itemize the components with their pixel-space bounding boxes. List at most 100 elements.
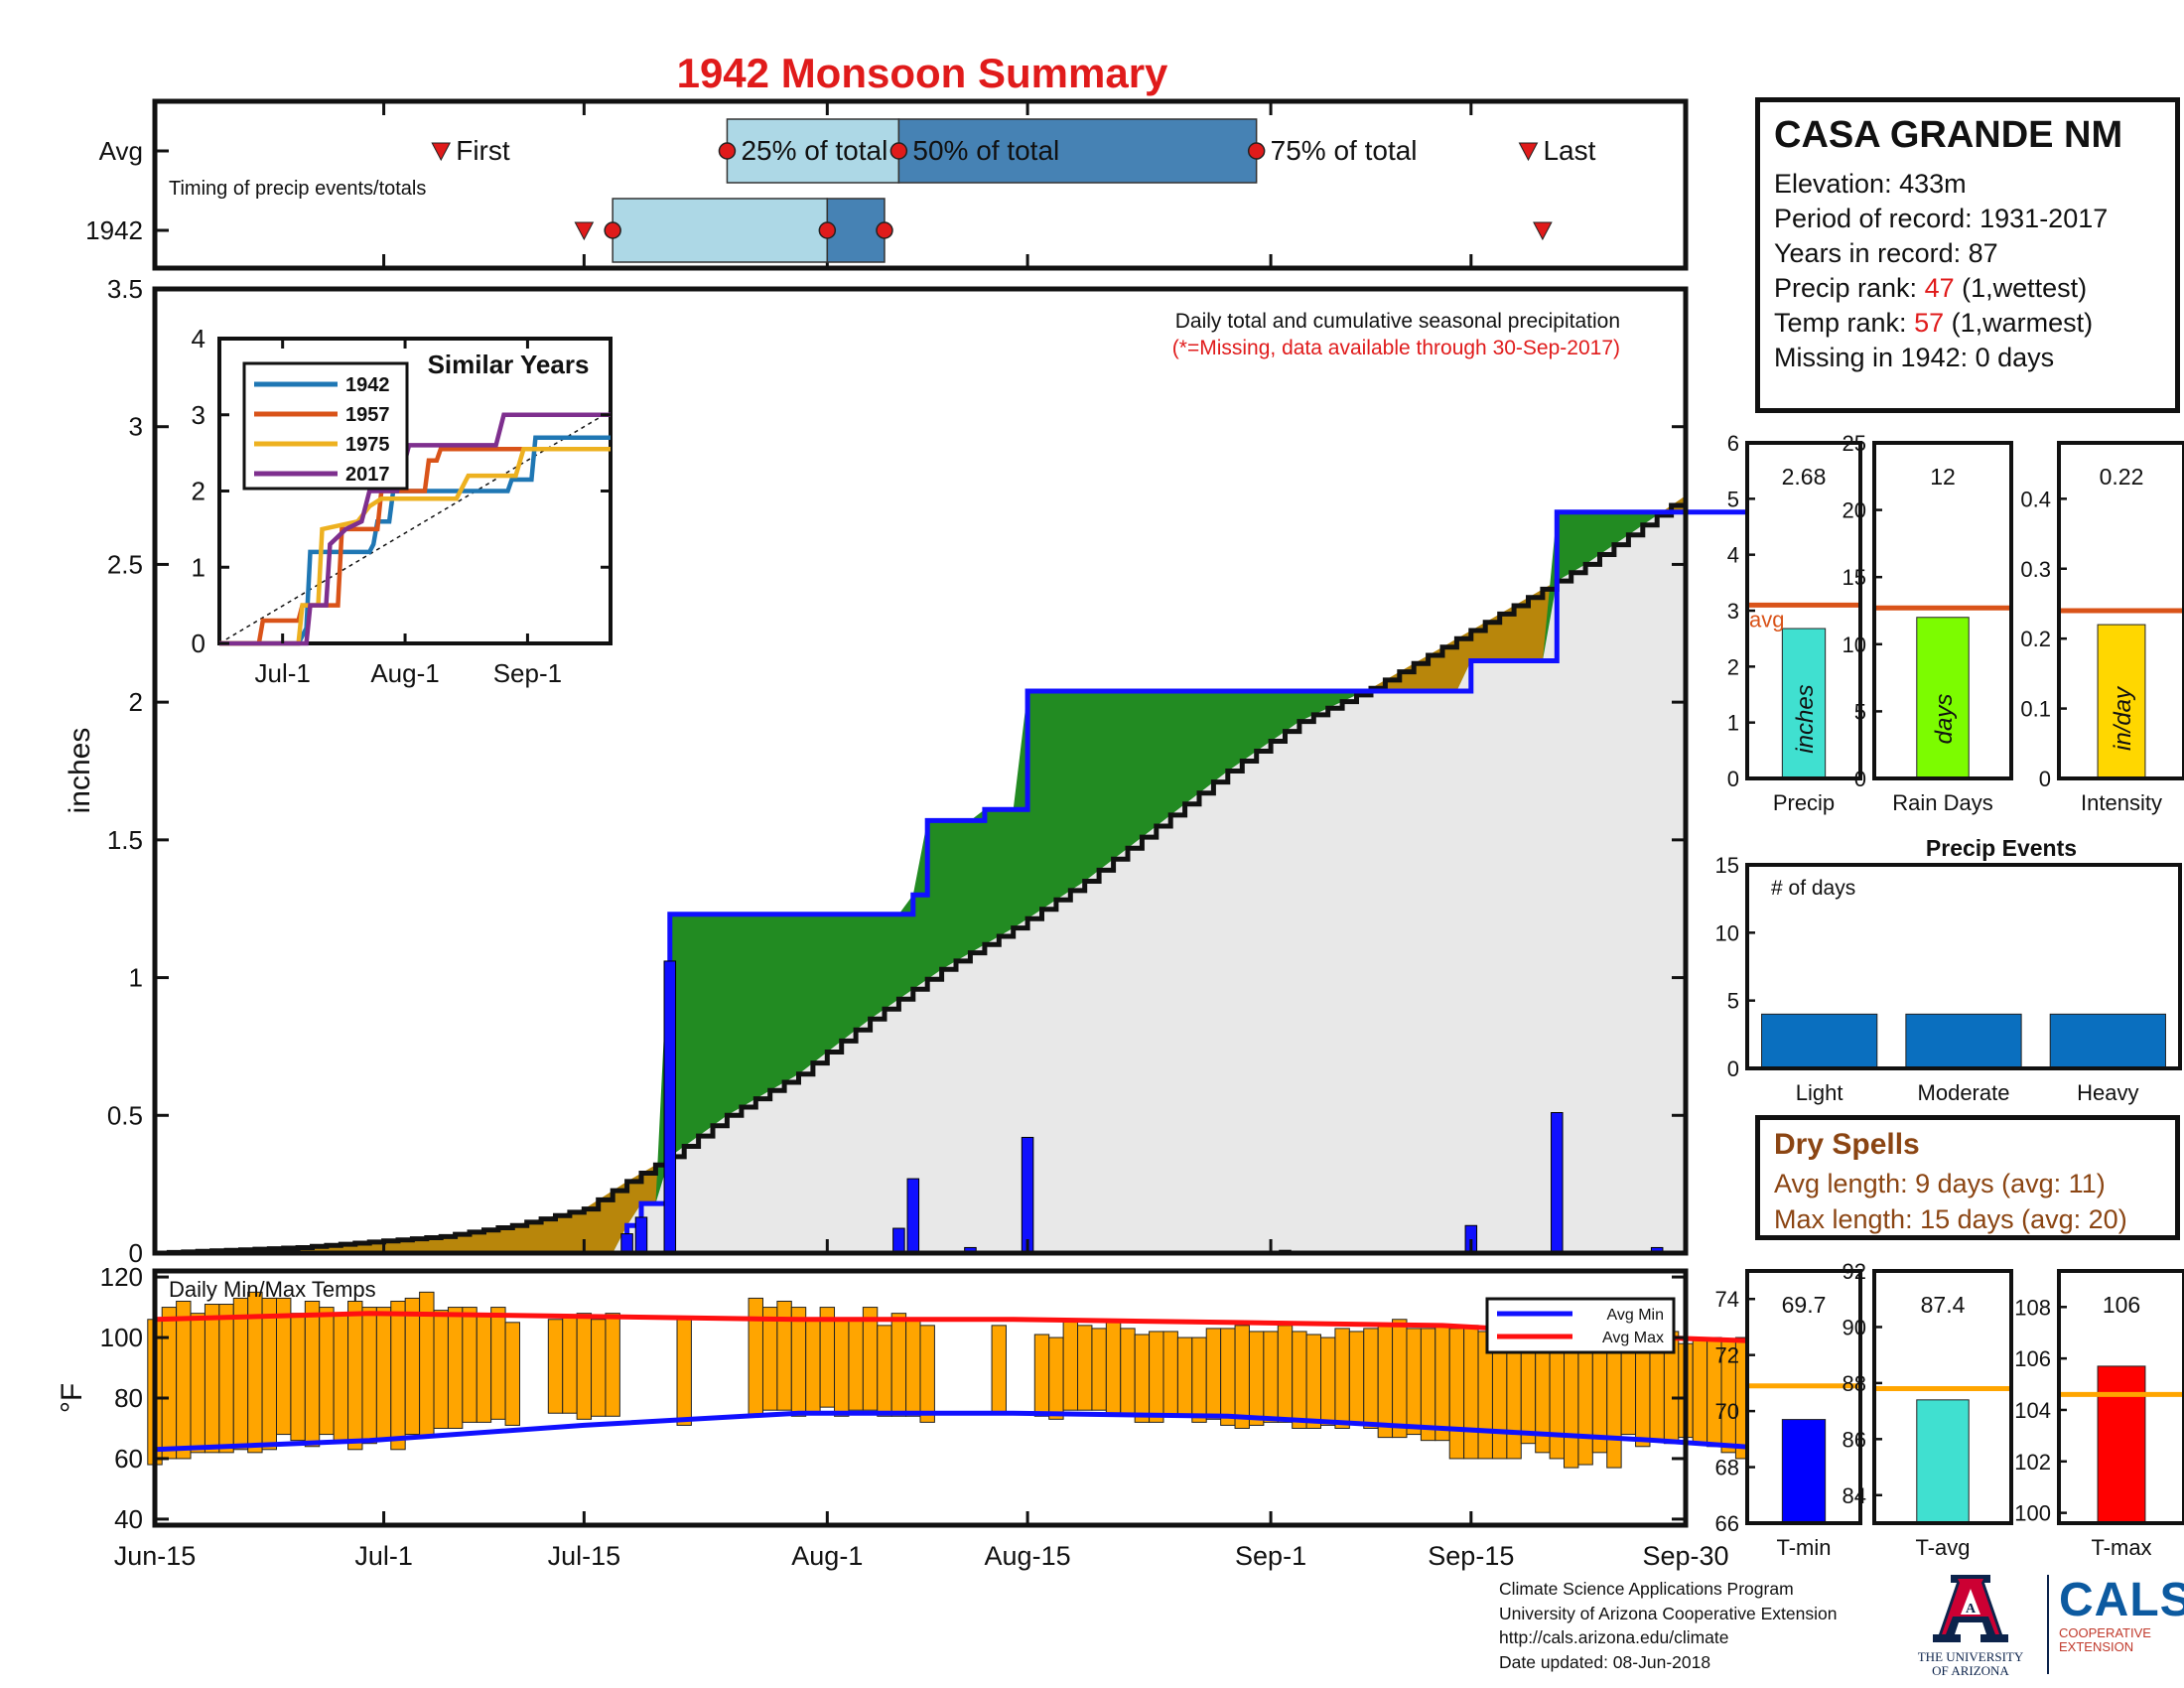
- temp-rank-label: Temp rank:: [1774, 308, 1907, 338]
- intensity-y-tick-label: 0.3: [2020, 557, 2051, 582]
- events-note: # of days: [1771, 877, 1855, 900]
- tavg-y-tick-label: 84: [1843, 1483, 1866, 1508]
- temp-rank-row: Temp rank: 57 (1,warmest): [1774, 306, 2161, 341]
- intensity-value-label: 0.22: [2100, 464, 2144, 490]
- timing-last-marker: [1518, 142, 1539, 162]
- temps-y-axis-label: °F: [56, 1383, 88, 1413]
- temp-range-bar: [1162, 1331, 1178, 1417]
- tmin-y-tick-label: 72: [1715, 1343, 1739, 1368]
- elevation-value: 433m: [1899, 169, 1967, 199]
- precip-value-label: 2.68: [1782, 464, 1827, 490]
- intensity-y-tick-label: 0: [2039, 767, 2051, 791]
- temp-range-bar: [1363, 1328, 1379, 1429]
- tmin-value-label: 69.7: [1782, 1292, 1827, 1318]
- similar-years-y-tick-label: 4: [192, 324, 205, 353]
- temp-range-bar: [1048, 1336, 1064, 1420]
- tmax-value-bar: [2097, 1365, 2146, 1524]
- temp-range-bar: [676, 1319, 692, 1426]
- temp-range-bar: [1234, 1325, 1250, 1429]
- temp-range-bar: [1205, 1328, 1222, 1420]
- temp-range-bar: [218, 1304, 234, 1454]
- intensity-y-tick-label: 0.2: [2020, 627, 2051, 651]
- year-cumulative-line: [155, 509, 1830, 1256]
- avg-cumulative-line: [155, 495, 1689, 1256]
- similar-years-y-tick-label: 0: [192, 629, 205, 658]
- temp-range-bar: [1348, 1331, 1365, 1423]
- temp-range-bar: [1305, 1334, 1322, 1429]
- temp-range-bar: [476, 1313, 492, 1423]
- footer-line-program: Climate Science Applications Program: [1499, 1579, 1794, 1599]
- intensity-value-bar: [2097, 624, 2146, 779]
- tmin-frame: [1745, 1269, 1862, 1525]
- timing-first-marker: [574, 221, 595, 241]
- temps-x-tick-label: Aug-15: [985, 1541, 1071, 1571]
- temp-range-bar: [1392, 1319, 1408, 1439]
- intensity-unit-label: in/day: [2110, 685, 2136, 751]
- temp-range-bar: [1334, 1328, 1350, 1429]
- missing-value: 0 days: [1975, 343, 2055, 372]
- footer-line-updated: Date updated: 08-Jun-2018: [1499, 1651, 1711, 1672]
- similar-years-inset: 0 1 2 3 4 Jul-1 Aug-1 Sep-1 Similar Years 1942 195…: [192, 324, 613, 688]
- cumulative-y-tick-label: 2: [129, 687, 143, 717]
- elevation-label: Elevation:: [1774, 169, 1892, 199]
- intensity-frame: [2057, 441, 2184, 780]
- daily-precip-bar: [892, 1227, 905, 1254]
- temp-range-bar: [1406, 1328, 1422, 1436]
- events-frame: [1745, 863, 2182, 1070]
- temps-legend-label: Avg Min: [1606, 1307, 1664, 1324]
- temp-range-bar: [347, 1300, 363, 1451]
- years-row: Years in record: 87: [1774, 236, 2161, 271]
- tmax-y-tick-label: 108: [2014, 1295, 2051, 1320]
- temp-range-bar: [433, 1310, 449, 1429]
- temp-range-bar: [1120, 1328, 1136, 1417]
- timing-q75-marker: [1247, 142, 1266, 160]
- tmax-value-label: 106: [2103, 1292, 2140, 1318]
- tmax-frame: [2057, 1269, 2184, 1525]
- cumulative-y-tick-label: 1.5: [107, 825, 143, 855]
- tavg-y-tick-label: 90: [1843, 1315, 1866, 1339]
- timing-row-label-1942: 1942: [85, 215, 143, 245]
- station-name: CASA GRANDE NM: [1774, 114, 2123, 156]
- daily-precip-bar: [663, 960, 677, 1254]
- tavg-y-tick-label: 86: [1843, 1427, 1866, 1452]
- temps-y-tick-label: 80: [114, 1383, 143, 1413]
- cumulative-frame: [152, 286, 1689, 1256]
- temp-range-bar: [890, 1313, 907, 1417]
- cumulative-y-tick-label: 2.5: [107, 549, 143, 579]
- cumulative-chart-subtitle: (*=Missing, data available through 30-Se…: [1172, 337, 1620, 359]
- events-bar-heavy: [2049, 1013, 2166, 1069]
- temps-x-tick-label: Sep-30: [1642, 1541, 1728, 1571]
- temp-range-bar: [333, 1313, 349, 1442]
- daily-precip-bar: [634, 1216, 648, 1254]
- timing-label-last: Last: [1543, 135, 1595, 166]
- temp-range-bar: [790, 1307, 807, 1417]
- precip-y-tick-label: 1: [1727, 711, 1739, 736]
- temps-x-tick-label: Jul-1: [354, 1541, 413, 1571]
- temp-range-bar: [919, 1325, 935, 1423]
- tavg-title: T-avg: [1915, 1535, 1970, 1560]
- timing-label-q50: 50% of total: [912, 135, 1059, 166]
- cumulative-y-tick-label: 1: [129, 963, 143, 993]
- tmax-title: T-max: [2091, 1535, 2151, 1560]
- cumulative-y-axis-label: inches: [64, 728, 96, 814]
- similar-years-y-tick-label: 2: [192, 477, 205, 506]
- similar-years-line-1975: [219, 447, 611, 646]
- similar-years-line-1957: [219, 447, 611, 646]
- missing-row: Missing in 1942: 0 days: [1774, 341, 2161, 375]
- temp-rank-value: 57: [1914, 308, 1945, 338]
- similar-years-line-2017: [219, 412, 611, 646]
- temp-range-bar: [1377, 1325, 1394, 1439]
- cumulative-chart-title: Daily total and cumulative seasonal prec…: [1175, 310, 1620, 333]
- ua-logo-text-1: THE UNIVERSITY: [1917, 1649, 2024, 1664]
- temp-range-bar: [1320, 1336, 1336, 1426]
- temp-range-bar: [1091, 1328, 1107, 1411]
- temp-range-bar: [1077, 1325, 1093, 1411]
- page-title: 1942 Monsoon Summary: [677, 50, 1168, 96]
- events-category-label: Moderate: [1918, 1080, 2010, 1105]
- period-row: Period of record: 1931-2017: [1774, 202, 2161, 236]
- years-value: 87: [1968, 238, 1998, 268]
- temp-range-bar: [1434, 1325, 1450, 1442]
- tavg-y-tick-label: 92: [1843, 1259, 1866, 1284]
- tmin-y-tick-label: 68: [1715, 1456, 1739, 1480]
